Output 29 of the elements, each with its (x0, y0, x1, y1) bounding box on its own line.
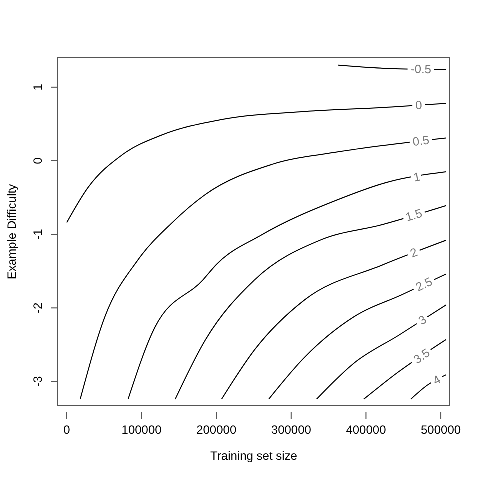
y-axis-title: Example Difficulty (5, 184, 19, 280)
text: 2 (408, 245, 420, 261)
line-series (268, 274, 447, 400)
x-tick-label: 500000 (421, 423, 462, 437)
text: 3.5 (411, 346, 434, 367)
text: 1.5 (404, 206, 424, 225)
line-series (80, 138, 447, 400)
x-tick-label: 0 (64, 423, 71, 437)
x-tick-label: 400000 (346, 423, 387, 437)
line-series (221, 240, 447, 400)
y-tick-label: -2 (31, 302, 45, 314)
line-series (174, 205, 447, 400)
line-series (66, 103, 447, 224)
x-tick-label: 200000 (196, 423, 237, 437)
series-label: 0 (415, 98, 424, 113)
text: 1 (412, 170, 422, 185)
x-tick-label: 100000 (122, 423, 162, 437)
line-series (316, 304, 447, 400)
text: 2.5 (414, 274, 435, 294)
y-tick-label: 1 (31, 84, 45, 91)
text: 3 (416, 312, 430, 328)
y-tick-label: 0 (31, 157, 45, 164)
x-axis-title: Training set size (210, 449, 298, 463)
y-tick-label: -1 (31, 228, 45, 240)
x-tick-label: 300000 (271, 423, 312, 437)
y-tick-label: -3 (31, 376, 45, 388)
text: 0.5 (412, 133, 431, 150)
text: 4 (430, 372, 444, 388)
line-series (128, 172, 447, 400)
